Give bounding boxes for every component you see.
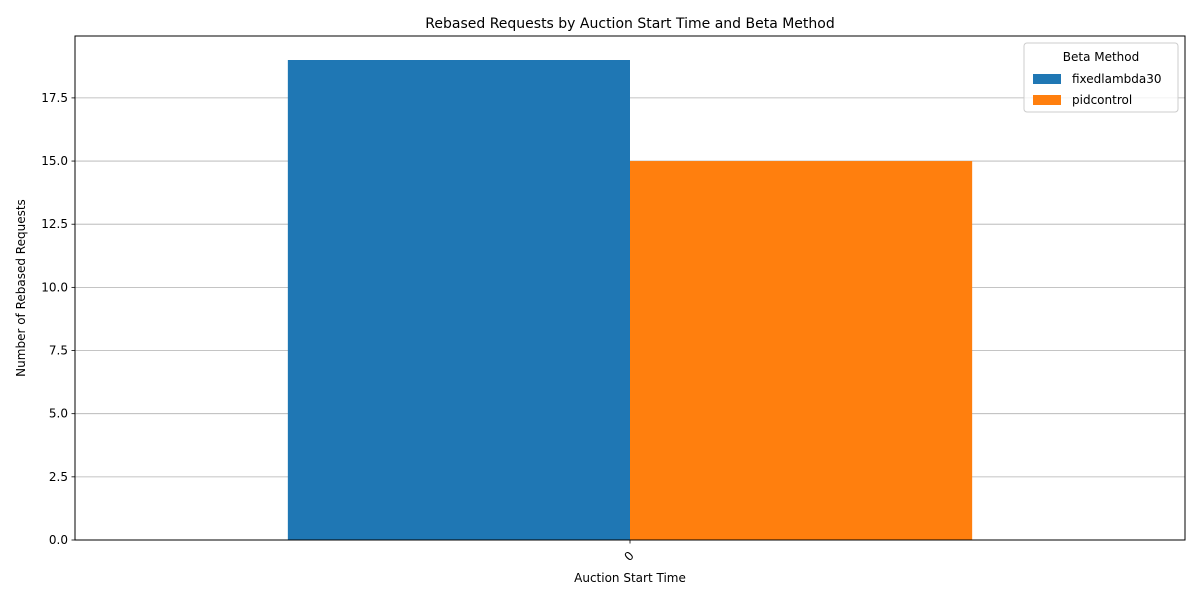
y-tick-label: 2.5 bbox=[49, 470, 68, 484]
chart-title: Rebased Requests by Auction Start Time a… bbox=[425, 16, 834, 32]
legend-items: fixedlambda30 pidcontrol bbox=[1033, 72, 1162, 107]
y-axis: 0.0 2.5 5.0 7.5 10.0 12.5 15.0 17.5 bbox=[41, 91, 75, 547]
legend-box bbox=[1023, 42, 1179, 113]
y-tick-label: 12.5 bbox=[41, 217, 68, 231]
legend-label: pidcontrol bbox=[1072, 93, 1132, 107]
x-tick-label: 0 bbox=[622, 549, 637, 564]
legend-title: Beta Method bbox=[1063, 50, 1140, 64]
bar-pidcontrol bbox=[630, 161, 973, 541]
y-tick-label: 15.0 bbox=[41, 154, 68, 168]
y-tick-label: 0.0 bbox=[49, 533, 68, 547]
legend-label: fixedlambda30 bbox=[1072, 72, 1162, 86]
y-tick-label: 7.5 bbox=[49, 344, 68, 358]
y-tick-label: 10.0 bbox=[41, 280, 68, 294]
bars bbox=[287, 60, 973, 541]
y-tick-label: 17.5 bbox=[41, 91, 68, 105]
y-axis-label: Number of Rebased Requests bbox=[14, 199, 28, 377]
legend-swatch-pidcontrol bbox=[1033, 95, 1061, 105]
x-axis: 0 bbox=[622, 540, 637, 564]
legend-swatch-fixedlambda30 bbox=[1033, 74, 1061, 84]
bar-fixedlambda30 bbox=[287, 60, 630, 540]
x-axis-label: Auction Start Time bbox=[574, 571, 686, 585]
legend: Beta Method fixedlambda30 pidcontrol bbox=[1023, 42, 1179, 113]
y-tick-label: 5.0 bbox=[49, 407, 68, 421]
